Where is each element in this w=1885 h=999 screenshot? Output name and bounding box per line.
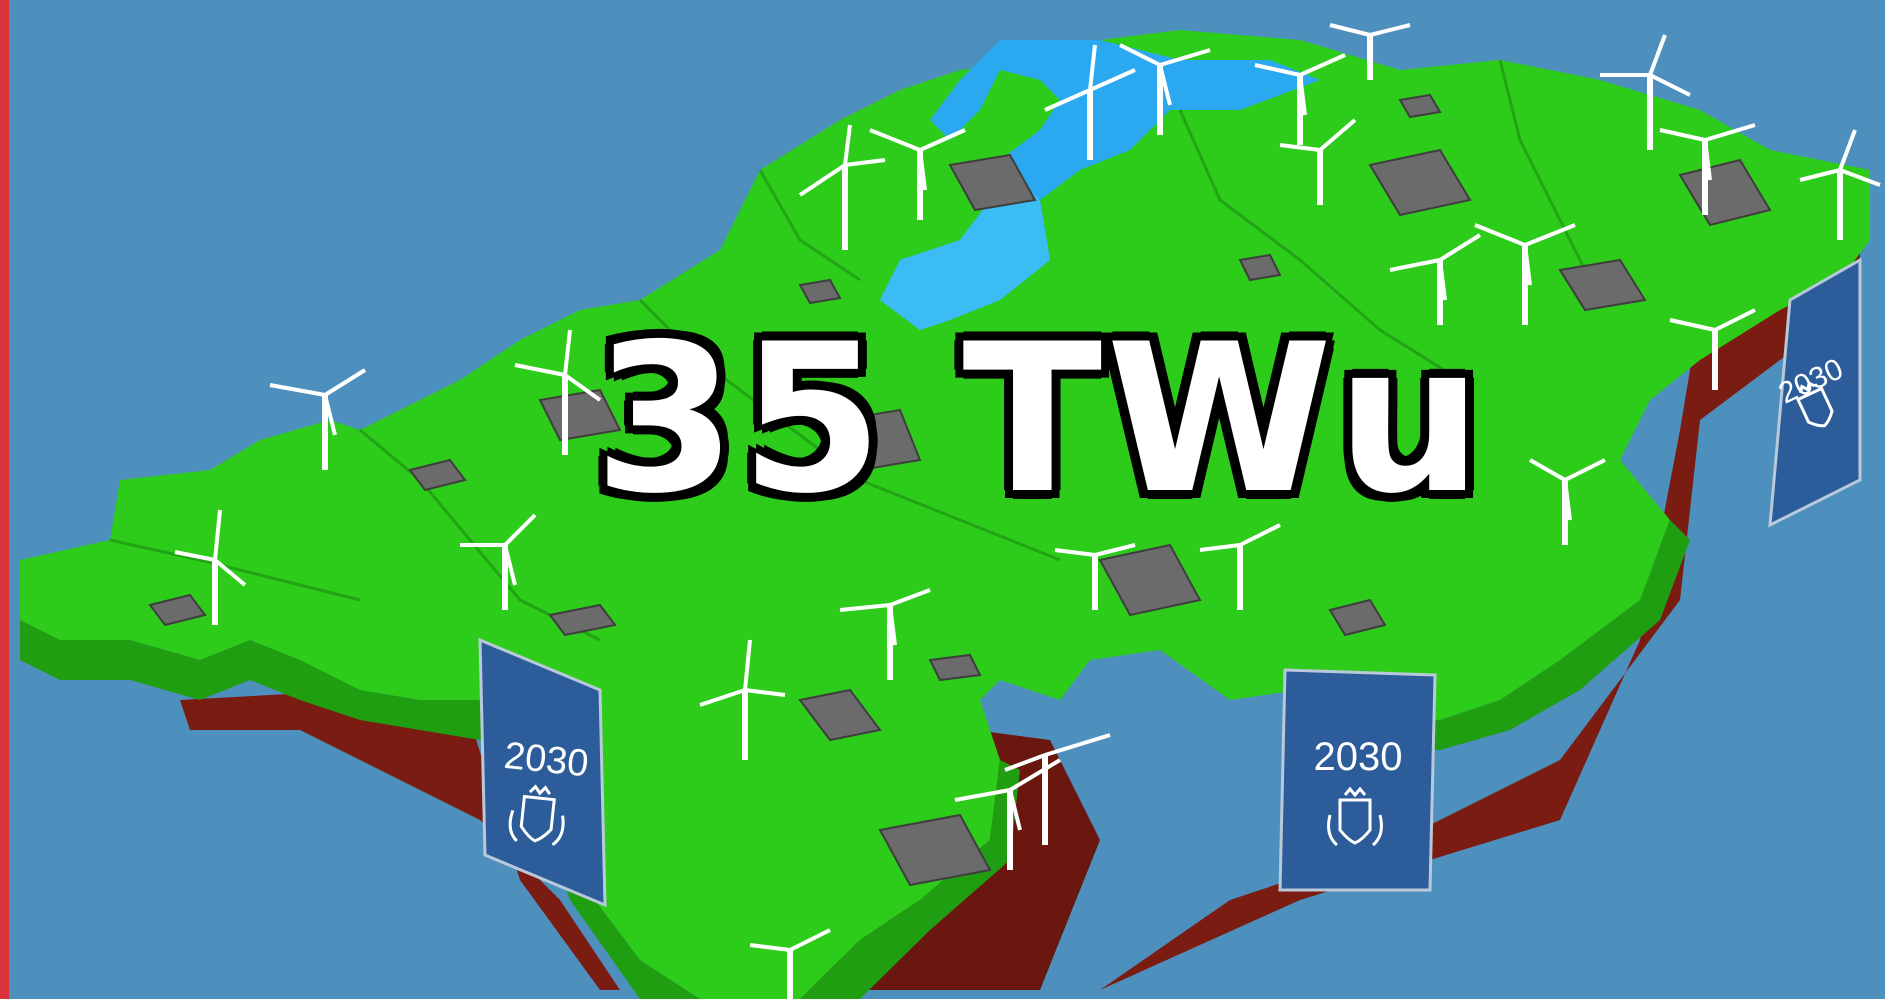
solar-panel <box>1558 258 1647 312</box>
solar-panel <box>538 388 622 442</box>
solar-panel <box>148 593 207 627</box>
wind-turbine <box>839 588 931 680</box>
solar-panel <box>548 603 617 637</box>
wind-turbine <box>1600 34 1691 150</box>
coat-of-arms-icon <box>1327 786 1383 847</box>
wind-turbine <box>514 329 602 455</box>
wind-turbine <box>1199 523 1281 610</box>
wind-turbine <box>1529 458 1606 545</box>
coat-of-arms-icon <box>1795 381 1834 428</box>
wind-turbine <box>460 513 537 610</box>
banner-left: 2030 <box>478 637 607 908</box>
solar-panel <box>1368 148 1472 217</box>
wind-turbine <box>1044 44 1136 160</box>
wind-turbine <box>869 128 966 220</box>
wind-turbine <box>1254 53 1346 145</box>
solar-panel <box>1098 543 1202 617</box>
wind-turbine <box>954 758 1062 870</box>
wind-turbine <box>1329 23 1411 80</box>
wind-turbine <box>1799 129 1881 240</box>
solar-panel <box>1398 93 1442 119</box>
wind-turbine <box>1389 233 1482 325</box>
left-edge-bar <box>0 0 9 999</box>
wind-turbine <box>1004 733 1111 845</box>
wind-turbine <box>1659 123 1756 215</box>
wind-turbine <box>798 124 886 250</box>
solar-panels <box>148 93 1772 887</box>
wind-turbine <box>1119 43 1211 135</box>
banner-center: 2030 <box>1278 668 1437 892</box>
banner-right: 2030 <box>1768 257 1862 528</box>
wind-turbine <box>1474 223 1576 325</box>
solar-panel <box>1238 253 1282 282</box>
solar-panel <box>838 408 922 472</box>
solar-panel <box>408 458 467 492</box>
wind-turbine <box>269 368 367 470</box>
solar-panel <box>798 278 842 305</box>
wind-turbine <box>1279 118 1357 205</box>
banner-left-year: 2030 <box>502 735 590 786</box>
wind-turbine <box>174 509 247 625</box>
solar-panel <box>798 688 882 742</box>
coat-of-arms-icon <box>508 784 565 846</box>
solar-panel <box>928 653 982 682</box>
solar-panel <box>878 813 992 887</box>
solar-panel <box>948 153 1037 212</box>
wind-turbines <box>174 23 1881 999</box>
wind-turbine <box>1054 543 1136 610</box>
solar-panel <box>1328 598 1387 637</box>
wind-turbine <box>749 928 831 999</box>
wind-turbine <box>1669 308 1756 390</box>
wind-turbine <box>699 639 786 760</box>
banner-center-year: 2030 <box>1314 735 1403 779</box>
